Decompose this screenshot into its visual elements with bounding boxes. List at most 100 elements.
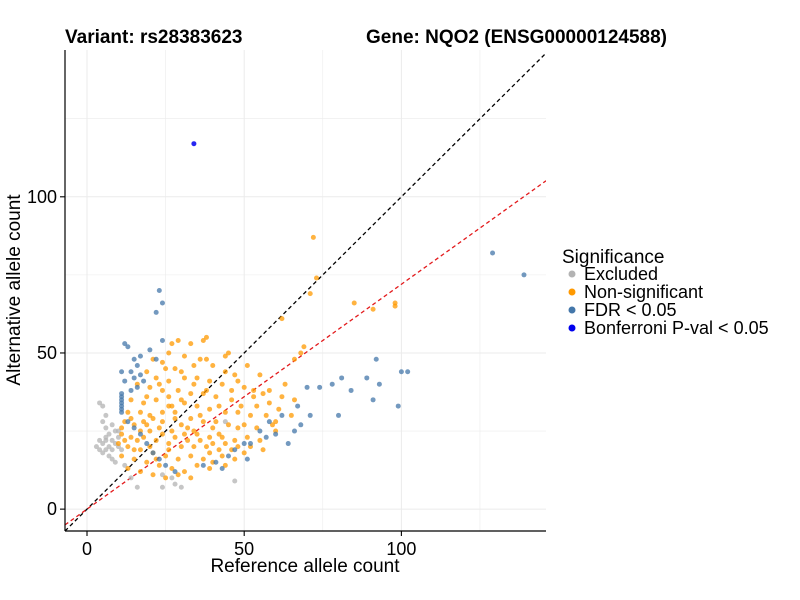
point-non-significant [159,359,165,365]
point-non-significant [128,416,134,422]
point-non-significant [254,425,260,431]
point-non-significant [298,350,304,356]
point-non-significant [181,375,187,381]
point-non-significant [251,394,257,400]
point-non-significant [241,384,247,390]
point-non-significant [254,403,260,409]
point-non-significant [210,441,216,447]
point-non-significant [181,400,187,406]
point-non-significant [235,425,241,431]
data-points [93,141,527,490]
point-non-significant [194,431,200,437]
point-non-significant [351,300,357,306]
point-fdr-0-05 [131,425,137,431]
point-non-significant [251,387,257,393]
legend-swatch [568,324,576,332]
point-non-significant [166,350,172,356]
point-fdr-0-05 [153,309,159,315]
point-excluded [93,444,99,450]
point-non-significant [166,378,172,384]
point-non-significant [229,397,235,403]
point-non-significant [166,441,172,447]
point-excluded [172,481,178,487]
point-excluded [159,472,165,478]
point-non-significant [216,447,222,453]
point-fdr-0-05 [225,453,231,459]
y-tick-label: 50 [37,343,57,363]
point-non-significant [207,450,213,456]
point-non-significant [263,412,269,418]
point-fdr-0-05 [298,422,304,428]
point-non-significant [159,409,165,415]
point-fdr-0-05 [150,450,156,456]
point-non-significant [216,403,222,409]
point-non-significant [147,444,153,450]
point-non-significant [144,459,150,465]
reference-lines [65,52,546,531]
point-excluded [112,459,118,465]
point-non-significant [260,447,266,453]
point-non-significant [178,397,184,403]
point-fdr-0-05 [125,419,131,425]
point-non-significant [301,344,307,350]
point-non-significant [141,434,147,440]
chart-title-variant: Variant: rs28383623 [65,27,242,48]
legend-label: FDR < 0.05 [584,300,677,320]
point-non-significant [225,422,231,428]
point-fdr-0-05 [156,456,162,462]
point-fdr-0-05 [232,447,238,453]
point-non-significant [188,391,194,397]
point-fdr-0-05 [395,403,401,409]
point-non-significant [197,412,203,418]
point-non-significant [213,394,219,400]
point-fdr-0-05 [336,412,342,418]
point-excluded [122,462,128,468]
point-non-significant [137,447,143,453]
point-non-significant [222,353,228,359]
point-fdr-0-05 [119,409,125,415]
point-non-significant [178,444,184,450]
point-excluded [109,437,115,443]
point-non-significant [150,472,156,478]
point-excluded [109,456,115,462]
point-fdr-0-05 [317,384,323,390]
point-non-significant [191,444,197,450]
point-non-significant [269,422,275,428]
point-excluded [100,450,106,456]
point-fdr-0-05 [137,431,143,437]
point-non-significant [156,425,162,431]
point-non-significant [169,466,175,472]
point-non-significant [172,409,178,415]
point-excluded [134,484,140,490]
point-fdr-0-05 [131,356,137,362]
point-fdr-0-05 [370,397,376,403]
point-non-significant [188,341,194,347]
point-fdr-0-05 [405,369,411,375]
point-non-significant [172,434,178,440]
point-non-significant [257,437,263,443]
point-non-significant [203,334,209,340]
point-excluded [106,453,112,459]
point-non-significant [134,437,140,443]
point-non-significant [163,475,169,481]
point-non-significant [191,428,197,434]
point-non-significant [147,384,153,390]
point-excluded [232,478,238,484]
point-non-significant [131,447,137,453]
point-non-significant [244,434,250,440]
point-excluded [97,400,103,406]
point-excluded [100,419,106,425]
legend-label: Bonferroni P-val < 0.05 [584,318,769,338]
point-non-significant [225,350,231,356]
point-non-significant [203,444,209,450]
point-non-significant [314,275,320,281]
point-non-significant [210,362,216,368]
point-non-significant [194,462,200,468]
point-non-significant [276,406,282,412]
point-non-significant [166,394,172,400]
point-non-significant [169,403,175,409]
point-non-significant [175,456,181,462]
point-fdr-0-05 [128,387,134,393]
point-non-significant [188,453,194,459]
point-excluded [97,437,103,443]
